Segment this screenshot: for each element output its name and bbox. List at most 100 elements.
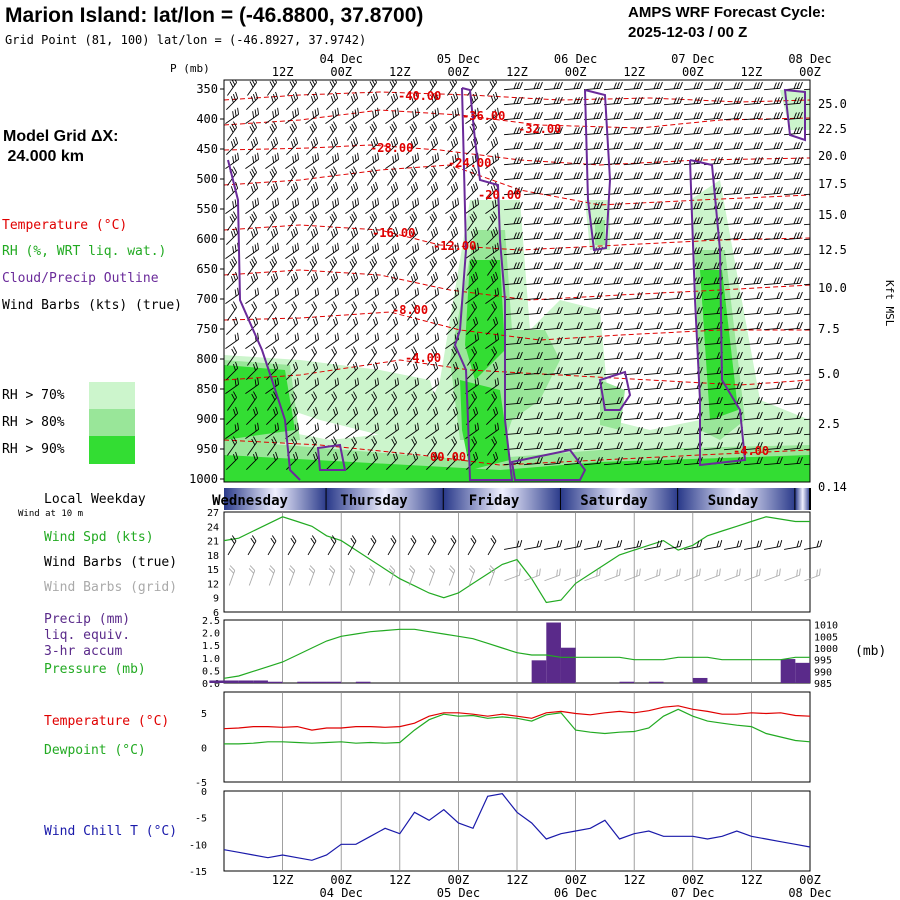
wind-barb-icon	[267, 535, 277, 556]
wind-barb-icon	[245, 152, 259, 169]
pressure-tick-label: 850	[196, 382, 218, 396]
wind-barb-icon	[544, 540, 563, 550]
pressure-tick-label: 1005	[814, 632, 838, 643]
wind-barb-icon	[663, 186, 683, 196]
model-grid-label: Model Grid ΔX:	[3, 128, 119, 145]
wind-barb-icon	[803, 162, 810, 166]
wind-barb-icon	[426, 91, 439, 110]
wind-barb-icon	[385, 422, 399, 439]
wind-barb-icon	[427, 121, 437, 141]
precip-bar	[267, 681, 283, 683]
precip-bar	[326, 681, 342, 683]
wind-barb-icon	[305, 377, 319, 394]
wind-barb-icon	[523, 321, 543, 331]
grid-barb-icon	[308, 565, 316, 586]
wind-barb-icon	[583, 291, 603, 301]
wind-barb-icon	[247, 121, 257, 141]
wind-barb-icon	[486, 451, 499, 470]
wind-barb-icon	[266, 361, 279, 380]
wind-barb-icon	[347, 80, 357, 96]
wind-barb-icon	[246, 181, 259, 200]
wind-barb-icon	[503, 141, 523, 151]
wind-barb-icon	[445, 377, 459, 394]
wind-barb-icon	[406, 451, 419, 470]
precip-tick-label: 0.0	[202, 679, 220, 690]
wind-barb-icon	[427, 436, 437, 456]
wind-barb-icon	[503, 231, 523, 241]
wind-barb-icon	[365, 152, 379, 169]
wind-barb-icon	[247, 391, 257, 411]
wind-barb-icon	[347, 211, 357, 231]
kft-tick-label: 7.5	[818, 322, 840, 336]
wind-barb-icon	[266, 316, 279, 335]
grid-barb-icon	[248, 565, 256, 586]
wind-barb-icon	[305, 422, 319, 439]
wind-barb-icon	[466, 316, 479, 335]
wind-barb-icon	[803, 117, 810, 121]
precip-bar	[311, 681, 327, 683]
wind-barb-icon	[406, 226, 419, 245]
wind-barb-icon	[467, 211, 477, 231]
wind-barb-icon	[245, 242, 259, 259]
precip-bar	[780, 659, 796, 683]
wind-barb-icon	[386, 136, 399, 155]
wind-barb-icon	[227, 391, 237, 411]
wind-barb-icon	[543, 291, 563, 301]
wind-barb-icon	[663, 396, 683, 406]
grid-barb-icon	[704, 568, 721, 582]
wind-barb-icon	[327, 256, 337, 276]
wind-barb-icon	[763, 366, 783, 376]
bottom-hour-label: 00Z	[682, 873, 704, 887]
wind-barb-icon	[486, 226, 499, 245]
wind-barb-icon	[266, 226, 279, 245]
temperature-contour-label: -32.00	[518, 122, 561, 136]
bottom-date-label: 07 Dec	[671, 886, 714, 900]
wind-barb-icon	[523, 456, 543, 466]
wind-barb-icon	[783, 111, 803, 121]
wind-barb-icon	[783, 141, 803, 151]
cloud-outline	[453, 87, 514, 481]
wind-barb-icon	[366, 361, 379, 380]
wind-barb-icon	[467, 256, 477, 276]
wind-barb-icon	[723, 186, 743, 196]
wind-barb-icon	[406, 361, 419, 380]
cross-section-plot: -40.00 -36.00 -32.00 -28.00 -24.00 -20.00 -16.…	[224, 80, 810, 482]
wind-barb-icon	[405, 242, 419, 259]
wind-barb-icon	[783, 126, 803, 136]
cloud-outline	[689, 159, 747, 467]
wind-barb-icon	[623, 381, 643, 391]
wind-barb-icon	[743, 441, 763, 451]
wind-barb-icon	[286, 226, 299, 245]
pressure-tick-label: 650	[196, 262, 218, 276]
wind-barb-icon	[743, 201, 763, 211]
wind-barb-icon	[603, 171, 623, 181]
grid-barb-icon	[448, 565, 456, 586]
wind-barb-icon	[265, 332, 279, 349]
wind-barb-icon	[247, 346, 257, 366]
pressure-tick-label: 550	[196, 202, 218, 216]
wind-barb-icon	[265, 152, 279, 169]
wind-barb-icon	[523, 111, 543, 121]
wind-barb-icon	[604, 540, 623, 550]
wind-barb-icon	[405, 197, 419, 214]
wind-barb-icon	[803, 87, 810, 91]
wind-barb-icon	[306, 271, 319, 290]
wind-barb-icon	[543, 321, 563, 331]
kft-tick-label: 20.0	[818, 149, 847, 163]
wind-barb-icon	[325, 422, 339, 439]
wind-barb-icon	[543, 456, 563, 466]
wind-tick-label: 27	[207, 508, 219, 519]
wind-barb-icon	[803, 282, 810, 286]
wind-barb-icon	[485, 377, 499, 394]
wind-barb-icon	[327, 535, 337, 556]
wind-barb-icon	[543, 426, 563, 436]
precip-bar	[648, 681, 664, 683]
wind-barb-icon	[326, 271, 339, 290]
wind-barb-icon	[703, 126, 723, 136]
wind-barb-icon	[503, 396, 523, 406]
wind-tick-label: 9	[213, 594, 219, 605]
wind-barb-icon	[286, 451, 299, 470]
wind-barb-icon	[467, 166, 477, 186]
wind-barb-icon	[663, 291, 683, 301]
wind-barb-icon	[783, 156, 803, 166]
